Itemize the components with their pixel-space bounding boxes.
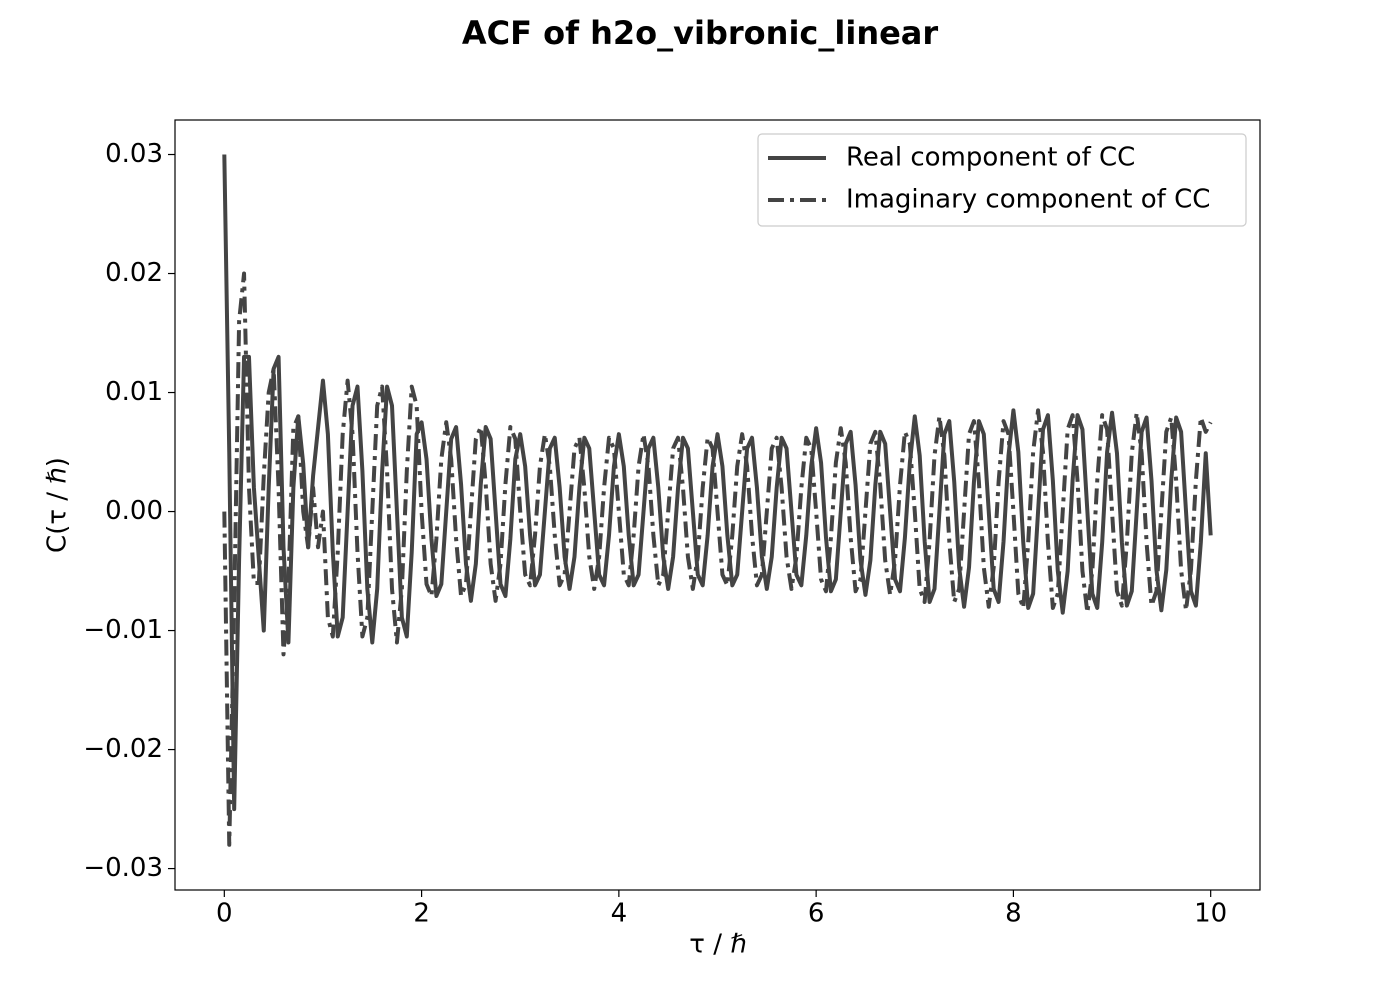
legend-label: Imaginary component of CC xyxy=(846,185,1210,215)
y-axis-label: C(τ / ℏ) xyxy=(43,457,73,553)
y-tick-label: −0.02 xyxy=(83,734,163,764)
legend-label: Real component of CC xyxy=(846,143,1135,173)
x-tick-label: 6 xyxy=(808,899,825,929)
x-tick-label: 4 xyxy=(611,899,628,929)
data-line xyxy=(222,271,1213,847)
y-tick-label: 0.02 xyxy=(105,258,163,288)
y-tick-label: −0.03 xyxy=(83,853,163,883)
y-tick-label: −0.01 xyxy=(83,615,163,645)
y-tick-label: 0.01 xyxy=(105,377,163,407)
data-line xyxy=(222,154,1213,812)
x-tick-label: 0 xyxy=(216,899,233,929)
x-tick-label: 10 xyxy=(1194,899,1227,929)
legend-box xyxy=(757,133,1247,227)
x-axis-label: τ / ℏ xyxy=(689,930,746,960)
x-tick-label: 2 xyxy=(413,899,430,929)
y-tick-label: 0.00 xyxy=(105,496,163,526)
y-tick-label: 0.03 xyxy=(105,139,163,169)
plot-frame xyxy=(174,119,1261,891)
chart-title: ACF of h2o_vibronic_linear xyxy=(462,14,939,52)
x-tick-label: 8 xyxy=(1005,899,1022,929)
